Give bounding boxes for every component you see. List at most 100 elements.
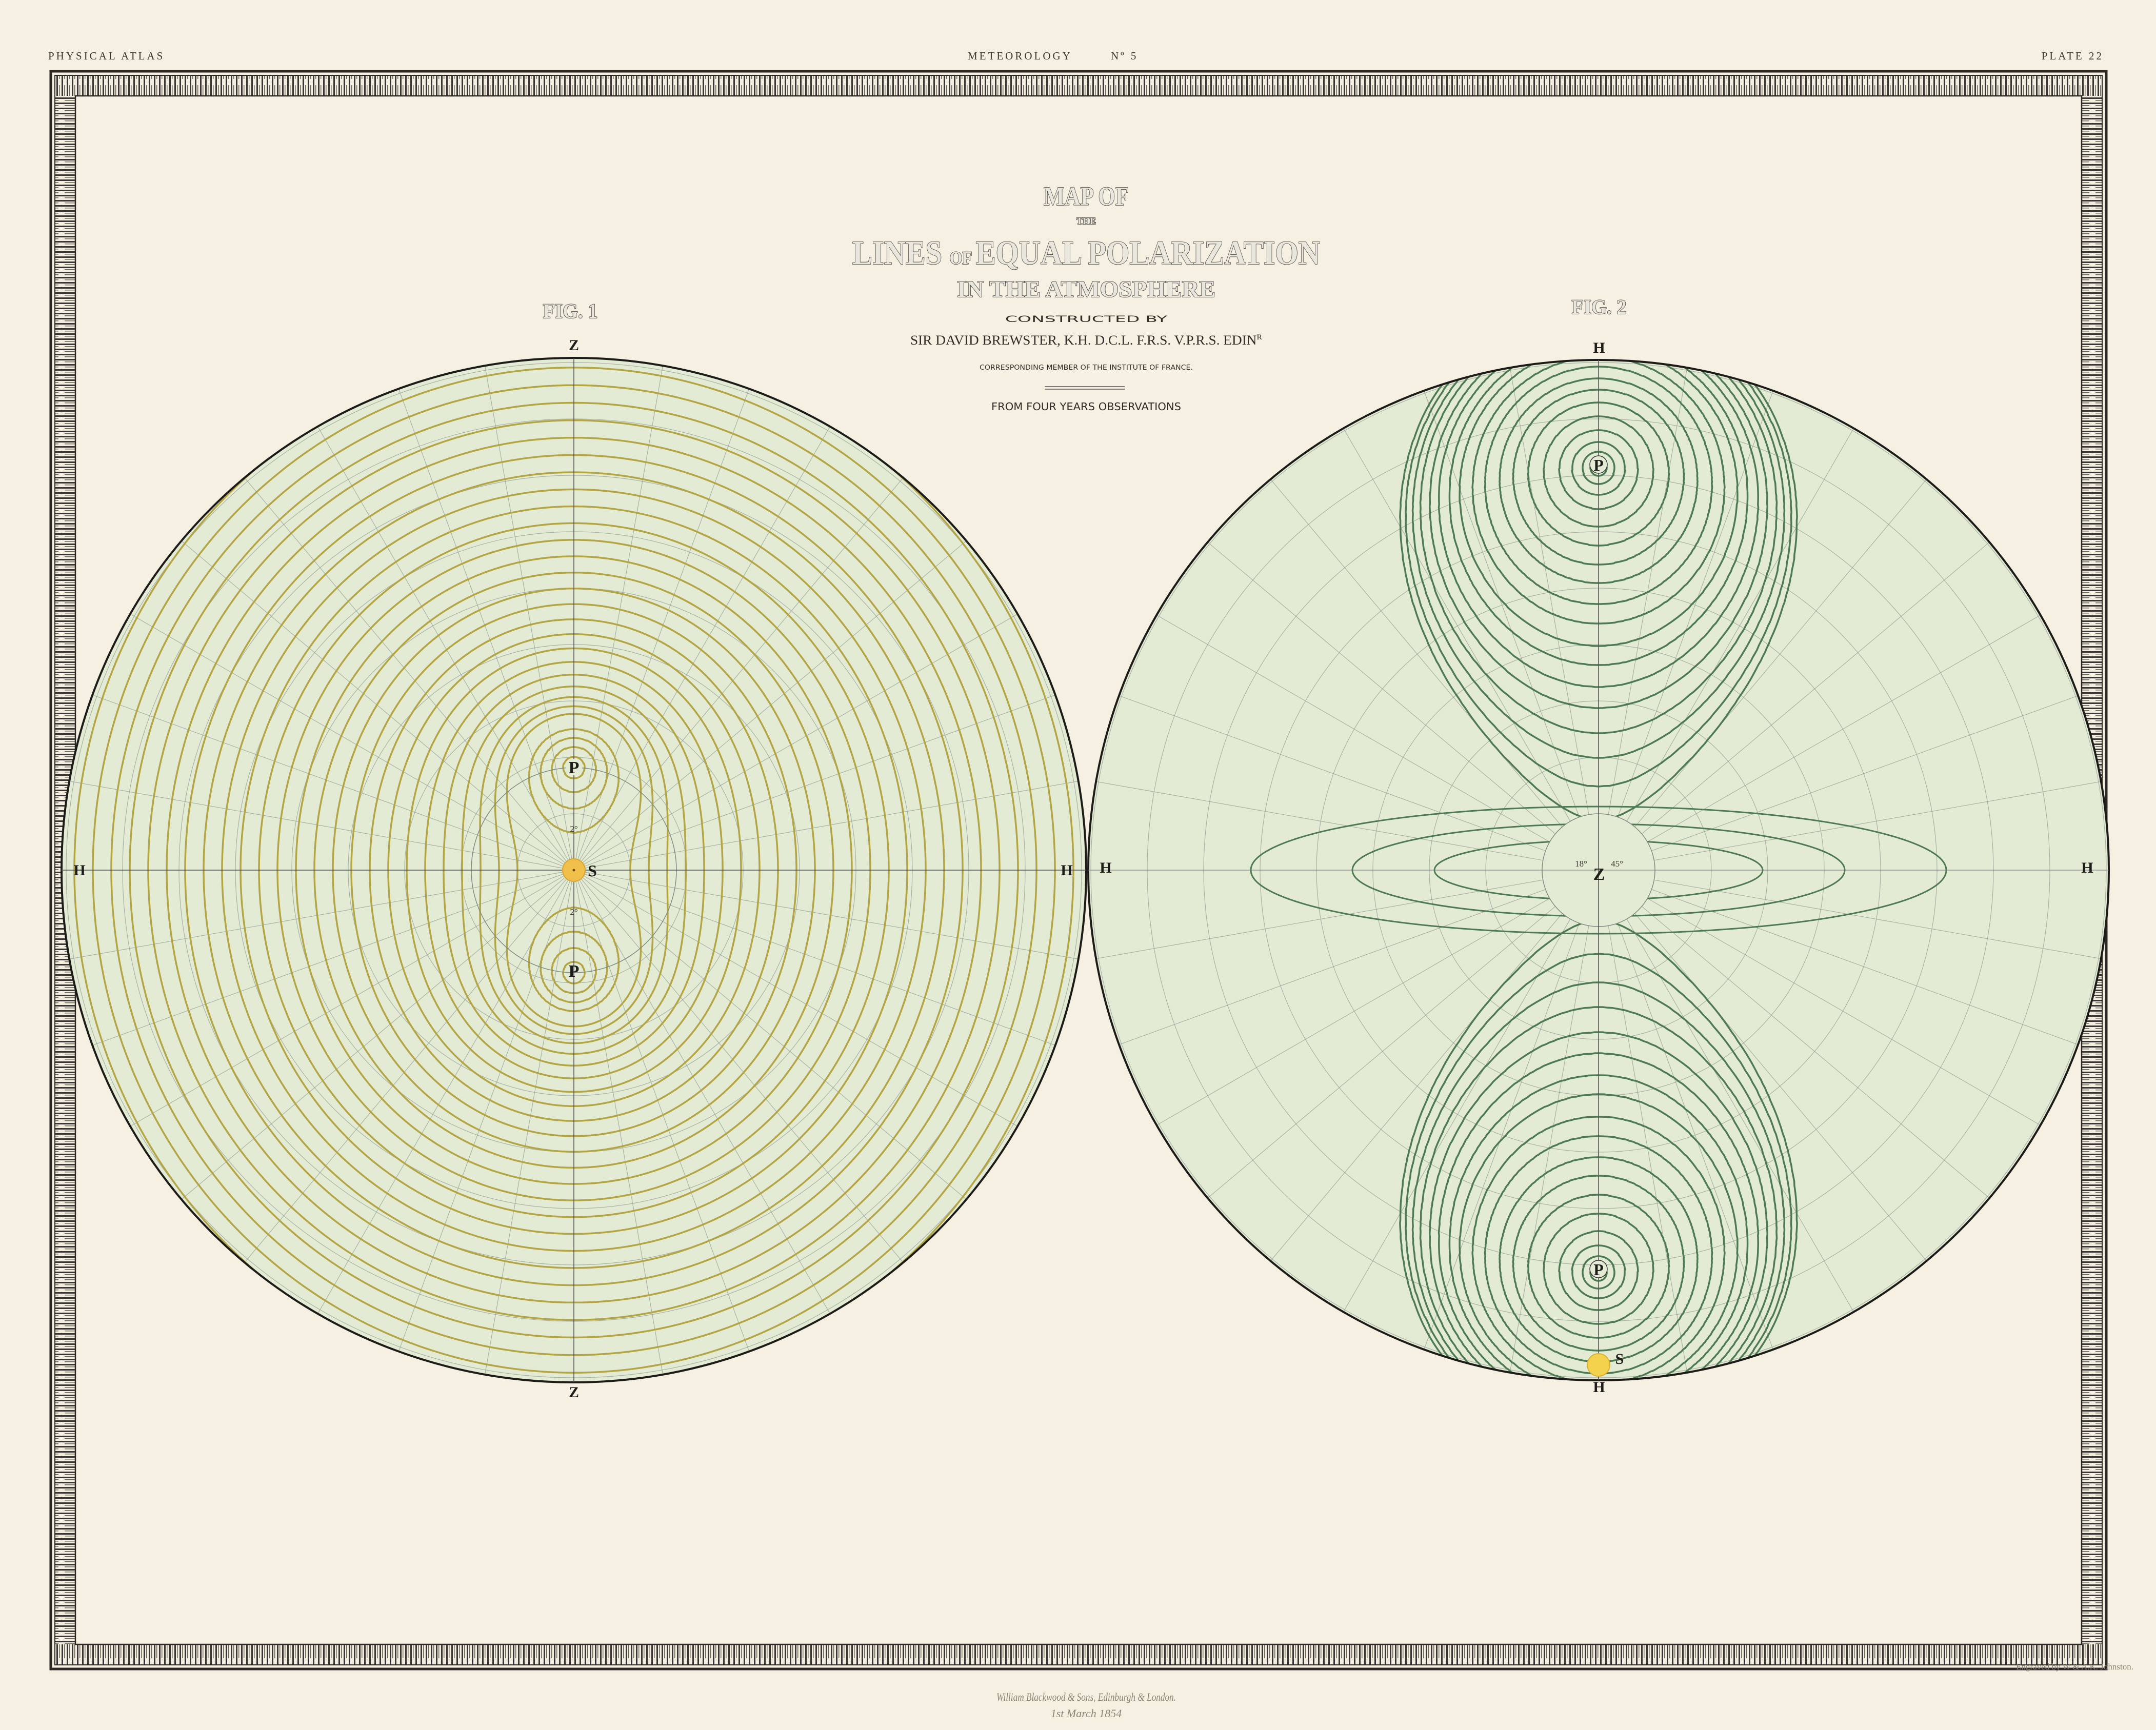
fig2-zenith: Z: [1593, 865, 1605, 884]
grid-meridian: [573, 870, 668, 1382]
fig2-isoline: [1428, 360, 1769, 709]
fig2-isoline: [1411, 360, 1786, 759]
grid-meridian: [1095, 687, 1599, 871]
fig2-pole-upper: P: [1593, 456, 1604, 474]
fig2-isoline: [1527, 401, 1670, 547]
fig2-isoline: [1527, 1194, 1670, 1339]
fig2-isoline: [1419, 1006, 1778, 1380]
fig2-zenith-degree-left: 18°: [1575, 859, 1587, 869]
header-number: Nº 5: [1111, 50, 1138, 62]
title-of: OF: [950, 248, 976, 268]
fig2-sun-icon: [1587, 1353, 1610, 1377]
grid-meridian: [573, 776, 1086, 871]
figure-1: FIG. 1 Z Z H H P P S 2° 2°: [61, 299, 1087, 1401]
fig2-horizon-left: H: [1100, 859, 1111, 876]
grid-meridian: [1188, 525, 1599, 871]
header-section: METEOROLOGY: [968, 50, 1072, 62]
grid-meridian: [1598, 870, 1692, 1380]
grid-meridian: [1134, 602, 1599, 871]
fig1-isoline-pole-loop: [539, 931, 609, 1003]
header-atlas: PHYSICAL ATLAS: [48, 50, 165, 62]
fig2-isoline: [1558, 1230, 1639, 1311]
grid-meridian: [1598, 360, 1692, 871]
fig2-isoline: [1405, 360, 1792, 788]
grid-meridian: [1598, 870, 1867, 1335]
fig2-isoline: [1499, 377, 1699, 584]
fig2-isoline: [1558, 429, 1639, 510]
grid-meridian: [1330, 406, 1599, 871]
grid-meridian: [1598, 602, 2063, 871]
fig1-sun-center: [572, 869, 575, 872]
grid-meridian: [573, 458, 920, 871]
fig2-isoline: [1512, 1175, 1685, 1352]
grid-meridian: [573, 870, 920, 1282]
grid-meridian: [573, 686, 1080, 871]
grid-meridian: [228, 458, 574, 871]
grid-meridian: [573, 870, 843, 1336]
fig1-sun-label: S: [588, 861, 597, 880]
grid-meridian: [573, 404, 843, 871]
engraver: Engraved by W & A.K. Johnston.: [2016, 1662, 2133, 1672]
fig2-isoline: [1399, 360, 1798, 820]
fig2-isoline: [1405, 953, 1792, 1380]
grid-meridian: [1598, 870, 2102, 1054]
grid-meridian: [62, 776, 574, 871]
figure-2: FIG. 2 H H H H Z 18° 45° P P S: [1087, 295, 2110, 1396]
fig2-isoline: [1471, 360, 1726, 625]
grid-meridian: [480, 870, 574, 1382]
fig2-isoline: [1438, 1052, 1760, 1380]
fig2-isoline: [1543, 1213, 1654, 1325]
author-superscript: R: [1256, 333, 1262, 341]
fig1-horizon-left: H: [73, 862, 85, 879]
fig1-isoline-pole-loop: [539, 737, 609, 810]
header-plate: PLATE 22: [2042, 50, 2104, 62]
author: SIR DAVID BREWSTER, K.H. D.C.L. F.R.S. V…: [910, 333, 1262, 348]
fig2-horizon-right: H: [2081, 859, 2093, 876]
fig2-isoline: [1448, 360, 1749, 666]
title-equal-polarization: EQUAL POLARIZATION: [976, 234, 1320, 272]
fig2-isoline: [1438, 360, 1760, 688]
fig1-degree-lower: 2°: [570, 907, 577, 917]
grid-meridian: [1505, 870, 1599, 1380]
fig1-degree-upper: 2°: [570, 824, 577, 834]
fig1-pole-upper: P: [569, 758, 580, 777]
publisher: William Blackwood & Sons, Edinburgh & Lo…: [996, 1691, 1176, 1703]
fig1-isoline: [73, 358, 1074, 1382]
author-name: SIR DAVID BREWSTER, K.H. D.C.L. F.R.S. V…: [910, 333, 1257, 348]
observations-note: FROM FOUR YEARS OBSERVATIONS: [991, 400, 1181, 413]
grid-meridian: [1598, 406, 1867, 871]
constructed-by: CONSTRUCTED BY: [1005, 314, 1168, 325]
grid-meridian: [1095, 870, 1599, 1054]
title-map-of: MAP OF: [1044, 182, 1129, 211]
fig2-pole-upper-ring: [1589, 455, 1608, 474]
fig2-isoline: [1419, 360, 1778, 734]
grid-meridian: [573, 870, 1086, 964]
fig2-isoline: [1484, 1135, 1713, 1375]
grid-meridian: [162, 524, 574, 871]
grid-meridian: [1088, 870, 1599, 964]
fig1-pole-lower: P: [569, 962, 580, 981]
grid-meridian: [1598, 776, 2109, 871]
grid-meridian: [1505, 360, 1599, 871]
fig2-isoline: [1582, 451, 1615, 485]
fig2-isoline: [1448, 1074, 1749, 1380]
fig1-isoline-pole-loop: [550, 746, 597, 793]
grid-meridian: [228, 870, 574, 1282]
fig2-zenith-degree-right: 45°: [1611, 859, 1623, 869]
fig2-isoline: [1411, 981, 1786, 1380]
grid-meridian: [1598, 870, 1944, 1281]
grid-meridian: [573, 358, 668, 871]
grid-meridian: [1598, 870, 2063, 1138]
fig1-zenith-top: Z: [569, 337, 579, 354]
grid-meridian: [305, 870, 574, 1336]
fig2-isoline: [1571, 441, 1626, 496]
grid-meridian: [68, 686, 574, 871]
fig2-isoline: [1512, 389, 1685, 566]
grid-meridian: [1598, 870, 2109, 964]
grid-meridian: [480, 358, 574, 871]
title-the: THE: [1076, 216, 1096, 226]
grid-meridian: [1253, 459, 1599, 871]
fig2-isoline: [1499, 1156, 1699, 1363]
fig2-pole-lower-ring: [1589, 1260, 1608, 1278]
